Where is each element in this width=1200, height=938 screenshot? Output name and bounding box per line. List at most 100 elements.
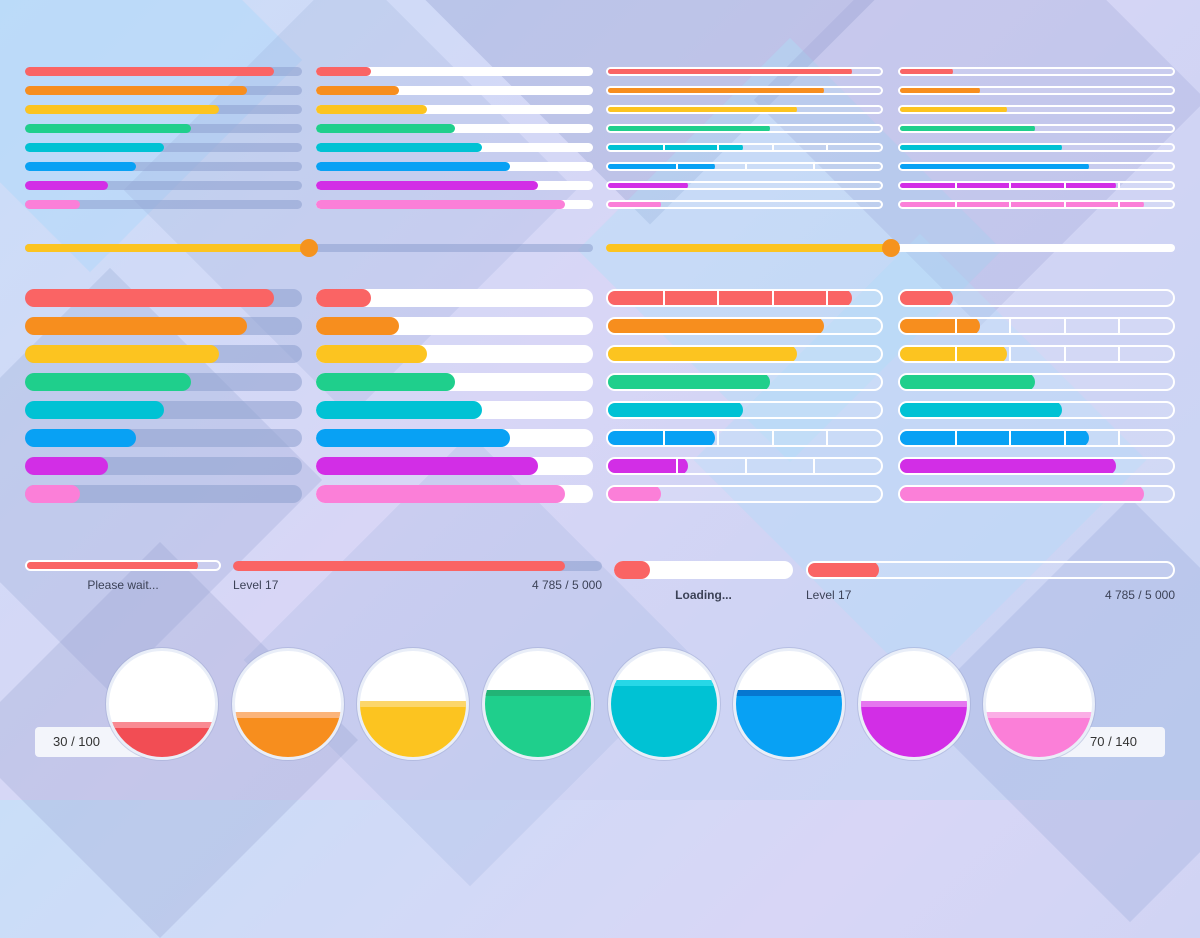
thin-progress-bar bbox=[316, 124, 593, 133]
liquid-flask bbox=[482, 648, 594, 760]
thick-progress-bar-fill bbox=[608, 291, 852, 305]
thin-progress-bar bbox=[316, 105, 593, 114]
thick-progress-bar-fill bbox=[900, 487, 1144, 501]
progress-segment-divider bbox=[662, 145, 665, 150]
thick-progress-bar bbox=[606, 373, 883, 391]
thick-progress-bar-fill bbox=[25, 345, 219, 363]
progress-segment-divider bbox=[1118, 431, 1121, 445]
thin-progress-bar bbox=[898, 181, 1175, 190]
progress-segment-divider bbox=[826, 291, 829, 305]
progress-segment-divider bbox=[662, 431, 665, 445]
level-b-score: 4 785 / 5 000 bbox=[1104, 588, 1175, 602]
thin-progress-bar-fill bbox=[608, 164, 716, 169]
thick-progress-bar-fill bbox=[900, 347, 1008, 361]
flask-liquid bbox=[109, 725, 215, 757]
progress-segment-divider bbox=[676, 459, 679, 473]
loading-label: Loading... bbox=[675, 588, 732, 602]
thick-progress-bar-fill bbox=[900, 375, 1035, 389]
thick-progress-bar-fill bbox=[608, 375, 770, 389]
please-wait-progress-bar bbox=[25, 560, 221, 571]
progress-segment-divider bbox=[954, 431, 957, 445]
flask-liquid bbox=[736, 693, 842, 757]
slider-knob[interactable] bbox=[300, 239, 318, 257]
progress-segment-divider bbox=[662, 291, 665, 305]
thick-progress-bar bbox=[25, 373, 302, 391]
flask-liquid bbox=[861, 704, 967, 757]
thin-progress-bar-fill bbox=[25, 162, 136, 171]
thick-progress-bar-fill bbox=[316, 429, 510, 447]
progress-segment-divider bbox=[1118, 347, 1121, 361]
thick-progress-bar-fill bbox=[316, 485, 566, 503]
thin-progress-bar-fill bbox=[316, 143, 483, 152]
thin-progress-bar bbox=[25, 143, 302, 152]
background-diamond bbox=[0, 0, 303, 273]
progress-segment-divider bbox=[717, 145, 720, 150]
thick-progress-bar-fill bbox=[900, 319, 980, 333]
thick-progress-bar bbox=[606, 429, 883, 447]
flask-liquid-surface bbox=[235, 711, 341, 718]
thick-progress-bar bbox=[898, 345, 1175, 363]
thin-progress-bar-fill bbox=[316, 67, 372, 76]
slider-fill bbox=[606, 244, 891, 252]
progress-segment-divider bbox=[744, 459, 747, 473]
thick-progress-bar bbox=[316, 429, 593, 447]
flask-liquid bbox=[485, 693, 591, 757]
thick-progress-bar bbox=[316, 485, 593, 503]
thin-progress-bar-fill bbox=[25, 67, 275, 76]
thick-progress-bar bbox=[898, 401, 1175, 419]
thin-progress-bar bbox=[606, 143, 883, 152]
flask-liquid bbox=[360, 704, 466, 757]
level-b-progress-fill bbox=[808, 563, 879, 577]
thin-progress-bar-fill bbox=[25, 200, 81, 209]
slider[interactable] bbox=[25, 239, 593, 257]
progress-segment-divider bbox=[676, 164, 679, 169]
thin-progress-bar-fill bbox=[608, 183, 688, 188]
thin-progress-bar-fill bbox=[316, 181, 538, 190]
thin-progress-bar-fill bbox=[900, 126, 1035, 131]
thin-progress-bar-fill bbox=[900, 145, 1062, 150]
thick-progress-bar bbox=[25, 401, 302, 419]
thick-progress-bar-fill bbox=[25, 373, 192, 391]
thin-progress-bar bbox=[25, 200, 302, 209]
thin-progress-bar bbox=[898, 86, 1175, 95]
progress-segment-divider bbox=[826, 431, 829, 445]
flask-liquid-surface bbox=[861, 701, 967, 707]
thin-progress-bar-fill bbox=[900, 183, 1117, 188]
slider[interactable] bbox=[606, 239, 1175, 257]
thick-progress-bar-fill bbox=[25, 457, 109, 475]
thick-progress-bar-fill bbox=[608, 431, 716, 445]
thin-progress-bar-fill bbox=[608, 88, 825, 93]
thick-progress-bar-fill bbox=[608, 403, 743, 417]
thin-progress-bar-fill bbox=[900, 202, 1144, 207]
please-wait-label: Please wait... bbox=[87, 578, 159, 592]
thick-progress-bar-fill bbox=[316, 345, 427, 363]
thin-progress-bar bbox=[898, 124, 1175, 133]
progress-segment-divider bbox=[1063, 431, 1066, 445]
thick-progress-bar bbox=[25, 485, 302, 503]
slider-knob[interactable] bbox=[881, 239, 900, 257]
progress-segment-divider bbox=[954, 202, 957, 207]
thick-progress-bar-fill bbox=[316, 289, 372, 307]
thin-progress-bar bbox=[25, 105, 302, 114]
thick-progress-bar bbox=[606, 345, 883, 363]
level-a-label: Level 17 bbox=[233, 578, 279, 592]
thick-progress-bar-fill bbox=[900, 403, 1062, 417]
liquid-flask bbox=[106, 648, 218, 760]
thin-progress-bar bbox=[316, 143, 593, 152]
progress-segment-divider bbox=[1063, 183, 1066, 188]
progress-segment-divider bbox=[1118, 202, 1121, 207]
liquid-flask bbox=[733, 648, 845, 760]
flask-liquid bbox=[611, 682, 717, 757]
thin-progress-bar bbox=[316, 200, 593, 209]
thick-progress-bar-fill bbox=[608, 487, 661, 501]
progress-segment-divider bbox=[954, 183, 957, 188]
thin-progress-bar bbox=[606, 86, 883, 95]
thick-progress-bar bbox=[316, 289, 593, 307]
flask-liquid-surface bbox=[360, 701, 466, 707]
thin-progress-bar-fill bbox=[608, 145, 743, 150]
level-b-label: Level 17 bbox=[806, 588, 852, 602]
thick-progress-bar bbox=[898, 429, 1175, 447]
thin-progress-bar-fill bbox=[900, 164, 1090, 169]
thin-progress-bar bbox=[898, 143, 1175, 152]
thin-progress-bar bbox=[316, 86, 593, 95]
